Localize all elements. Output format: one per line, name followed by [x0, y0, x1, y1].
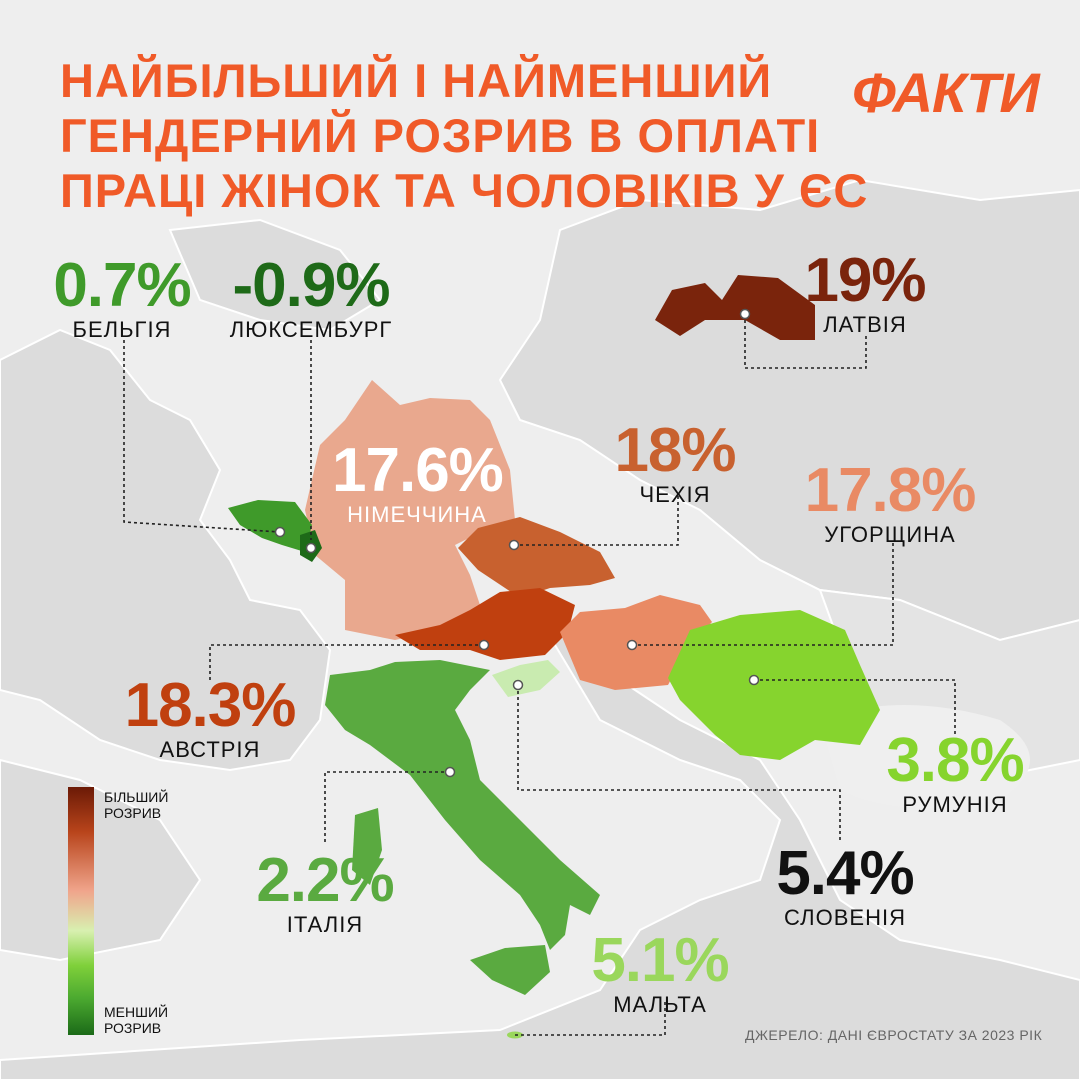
value-hungary: 17.8%: [804, 456, 977, 525]
legend-gradient: [68, 787, 94, 1035]
value-slovenia: 5.4%: [776, 839, 914, 908]
label-romania: 3.8% РУМУНІЯ: [870, 730, 1040, 818]
leader-romania: [754, 679, 956, 735]
label-austria: 18.3% АВСТРІЯ: [115, 675, 305, 763]
sicily-shape[interactable]: [470, 945, 550, 995]
title-line-3: ПРАЦІ ЖІНОК ТА ЧОЛОВІКІВ У ЄС: [60, 164, 869, 217]
marker-slovenia: [512, 679, 524, 691]
source-note: ДЖЕРЕЛО: ДАНІ ЄВРОСТАТУ ЗА 2023 РІК: [745, 1027, 1043, 1043]
marker-romania: [748, 674, 760, 686]
legend-top-label: БІЛЬШИЙ РОЗРИВ: [104, 789, 169, 821]
name-hungary: УГОРЩИНА: [824, 522, 956, 547]
name-belgium: БЕЛЬГІЯ: [72, 317, 172, 342]
value-germany: 17.6%: [332, 436, 504, 505]
value-belgium: 0.7%: [53, 251, 191, 320]
value-czechia: 18%: [614, 416, 736, 485]
leader-latvia: [744, 314, 867, 369]
romania-shape[interactable]: [668, 610, 880, 760]
marker-luxembourg: [305, 542, 317, 554]
leader-malta: [515, 1002, 666, 1036]
label-latvia: 19% ЛАТВІЯ: [795, 250, 935, 338]
name-italy: ІТАЛІЯ: [286, 912, 364, 937]
value-malta: 5.1%: [591, 926, 729, 995]
marker-czechia: [508, 539, 520, 551]
background-land: [0, 178, 1080, 1080]
germany-shape[interactable]: [305, 380, 515, 640]
name-romania: РУМУНІЯ: [902, 792, 1008, 817]
name-czechia: ЧЕХІЯ: [639, 482, 711, 507]
value-romania: 3.8%: [886, 726, 1024, 795]
leader-belgium: [123, 340, 281, 533]
name-germany: НІМЕЧЧИНА: [347, 502, 487, 527]
belgium-shape[interactable]: [228, 500, 312, 552]
name-slovenia: СЛОВЕНІЯ: [784, 905, 906, 930]
leader-czechia: [514, 495, 679, 546]
value-austria: 18.3%: [124, 671, 297, 740]
marker-italy: [444, 766, 456, 778]
legend-bottom-label: МЕНШИЙ РОЗРИВ: [104, 1004, 169, 1036]
name-luxembourg: ЛЮКСЕМБУРГ: [229, 317, 393, 342]
label-belgium: 0.7% БЕЛЬГІЯ: [48, 255, 196, 343]
value-luxembourg: -0.9%: [232, 251, 391, 320]
title-line-2: ГЕНДЕРНИЙ РОЗРИВ В ОПЛАТІ: [60, 109, 821, 162]
name-latvia: ЛАТВІЯ: [823, 312, 907, 337]
black-sea: [820, 705, 1030, 808]
label-slovenia: 5.4% СЛОВЕНІЯ: [760, 843, 930, 931]
italy-shape[interactable]: [325, 660, 600, 950]
austria-shape[interactable]: [395, 588, 575, 660]
marker-hungary: [626, 639, 638, 651]
name-malta: МАЛЬТА: [613, 992, 707, 1017]
marker-latvia: [739, 308, 751, 320]
label-germany: 17.6% НІМЕЧЧИНА: [332, 436, 504, 528]
value-italy: 2.2%: [256, 846, 394, 915]
label-luxembourg: -0.9% ЛЮКСЕМБУРГ: [220, 255, 402, 343]
latvia-shape[interactable]: [655, 275, 815, 340]
marker-belgium: [274, 526, 286, 538]
name-austria: АВСТРІЯ: [159, 737, 261, 762]
sardinia-shape[interactable]: [352, 808, 382, 885]
leader-hungary: [632, 540, 894, 646]
value-latvia: 19%: [804, 246, 926, 315]
label-italy: 2.2% ІТАЛІЯ: [240, 850, 410, 938]
title-line-1: НАЙБІЛЬШИЙ І НАЙМЕНШИЙ: [60, 54, 773, 107]
brand-logo: ФАКТИ: [852, 61, 1040, 124]
czechia-shape[interactable]: [458, 517, 615, 598]
slovenia-shape[interactable]: [492, 660, 560, 697]
marker-austria: [478, 639, 490, 651]
leader-slovenia: [517, 685, 841, 840]
label-czechia: 18% ЧЕХІЯ: [605, 420, 745, 508]
label-malta: 5.1% МАЛЬТА: [585, 930, 735, 1018]
leader-austria: [209, 644, 484, 680]
label-hungary: 17.8% УГОРЩИНА: [800, 460, 980, 548]
